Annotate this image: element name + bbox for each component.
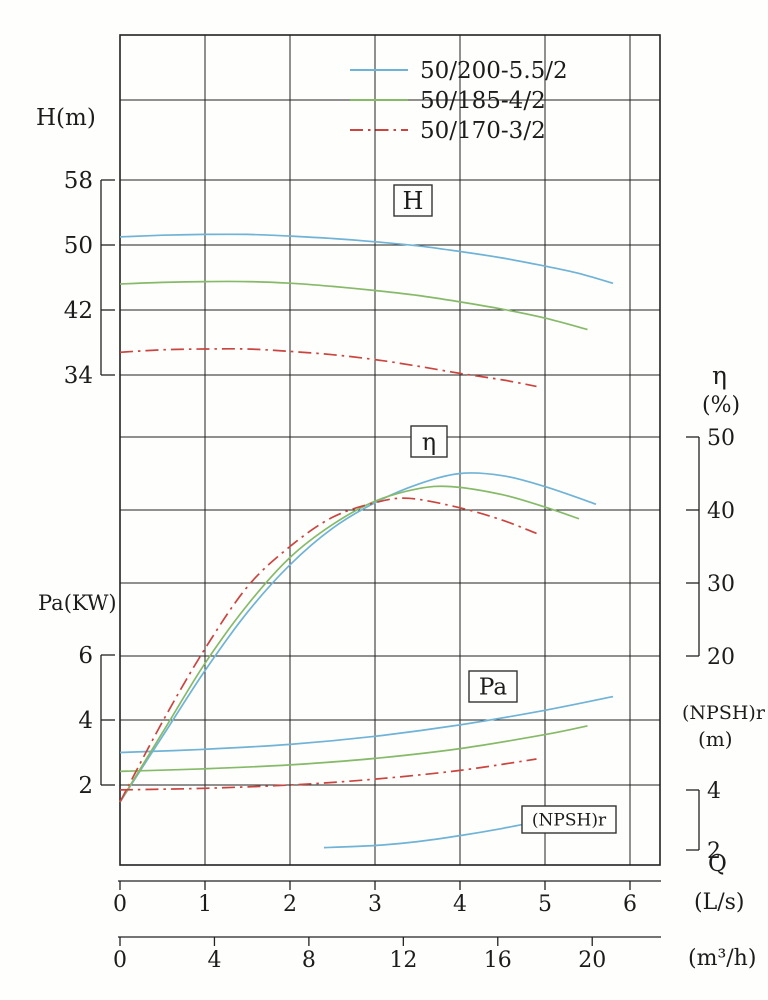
- curve-eta-series-2: [119, 497, 537, 803]
- x-m3h-tick-label: 20: [578, 948, 606, 973]
- grid: [119, 34, 661, 866]
- H-tick-label: 58: [64, 168, 93, 194]
- npshr-axis-unit: (m): [698, 727, 733, 751]
- x-axes: 0 1 2 3 4 5 60 4 8 12 16 20: [113, 880, 661, 973]
- Pa-tick-label: 4: [78, 708, 93, 734]
- curve-Pa-series-1: [119, 725, 588, 773]
- H-tick-label: 34: [64, 363, 93, 389]
- plot-border: [119, 34, 661, 866]
- npshr-tick-label: 4: [707, 779, 721, 804]
- Pa-tick-label: 2: [78, 773, 93, 799]
- curves: [119, 233, 614, 849]
- H-tick-label: 42: [64, 298, 93, 324]
- x-m3h-tick-label: 12: [389, 948, 417, 973]
- q-axis-label: Q: [708, 851, 727, 877]
- curve-label-box-H: [393, 184, 433, 217]
- x-m3h-tick-label: 8: [302, 948, 316, 973]
- Pa-tick-label: 6: [78, 643, 93, 669]
- curve-eta-series-1: [119, 485, 580, 803]
- curve-label-box-npshr: [521, 805, 617, 834]
- x-m3h-tick-label: 4: [207, 948, 221, 973]
- eta-axis-unit: (%): [702, 393, 740, 418]
- curve-H-series-2: [119, 347, 537, 388]
- axis-name-labels: H(m) Pa(KW) η (%) (NPSH)r (m) Q (L/s) (m³/h): [36, 105, 766, 971]
- curve-eta-series-0: [119, 472, 597, 803]
- eta-tick-label: 20: [707, 645, 735, 670]
- x-m3h-tick-label: 0: [113, 948, 127, 973]
- x-ls-tick-label: 4: [453, 892, 467, 917]
- legend-label-2: 50/170-3/2: [420, 118, 546, 144]
- curve-npshr-series-0: [323, 819, 546, 849]
- eta-tick-label: 40: [707, 499, 735, 524]
- pa-axis-label: Pa(KW): [38, 591, 117, 615]
- legend-label-0: 50/200-5.5/2: [420, 58, 568, 84]
- curve-label-box-Pa: [468, 670, 518, 703]
- curve-label-Pa: Pa: [479, 675, 507, 701]
- npshr-axis-label: (NPSH)r: [682, 702, 766, 724]
- curve-Pa-series-0: [119, 695, 614, 754]
- q-m3h-unit: (m³/h): [688, 946, 756, 971]
- curve-label-H: H: [403, 187, 424, 215]
- curve-label-boxes: Hη Pa (NPSH)r: [393, 184, 617, 834]
- q-ls-unit: (L/s): [694, 890, 744, 915]
- legend-label-1: 50/185-4/2: [420, 88, 546, 114]
- x-ls-tick-label: 1: [198, 892, 212, 917]
- H-tick-label: 50: [64, 233, 93, 259]
- eta-tick-label: 50: [707, 426, 735, 451]
- curve-Pa-series-2: [119, 758, 537, 791]
- x-m3h-tick-label: 16: [484, 948, 512, 973]
- eta-axis-label: η: [712, 361, 727, 390]
- curve-label-npshr: (NPSH)r: [532, 810, 607, 830]
- eta-tick-label: 30: [707, 572, 735, 597]
- npshr-tick-label: 2: [707, 839, 721, 864]
- curve-label-eta: η: [422, 428, 436, 456]
- x-ls-tick-label: 5: [538, 892, 552, 917]
- curve-label-box-eta: [410, 425, 448, 458]
- x-ls-tick-label: 0: [113, 892, 127, 917]
- curve-H-series-0: [119, 233, 614, 285]
- h-axis-label: H(m): [36, 105, 96, 131]
- legend: 50/200-5.5/2 50/185-4/2 50/170-3/2: [350, 58, 568, 144]
- x-ls-tick-label: 2: [283, 892, 297, 917]
- x-ls-tick-label: 6: [623, 892, 637, 917]
- x-ls-tick-label: 3: [368, 892, 382, 917]
- curve-H-series-1: [119, 280, 588, 331]
